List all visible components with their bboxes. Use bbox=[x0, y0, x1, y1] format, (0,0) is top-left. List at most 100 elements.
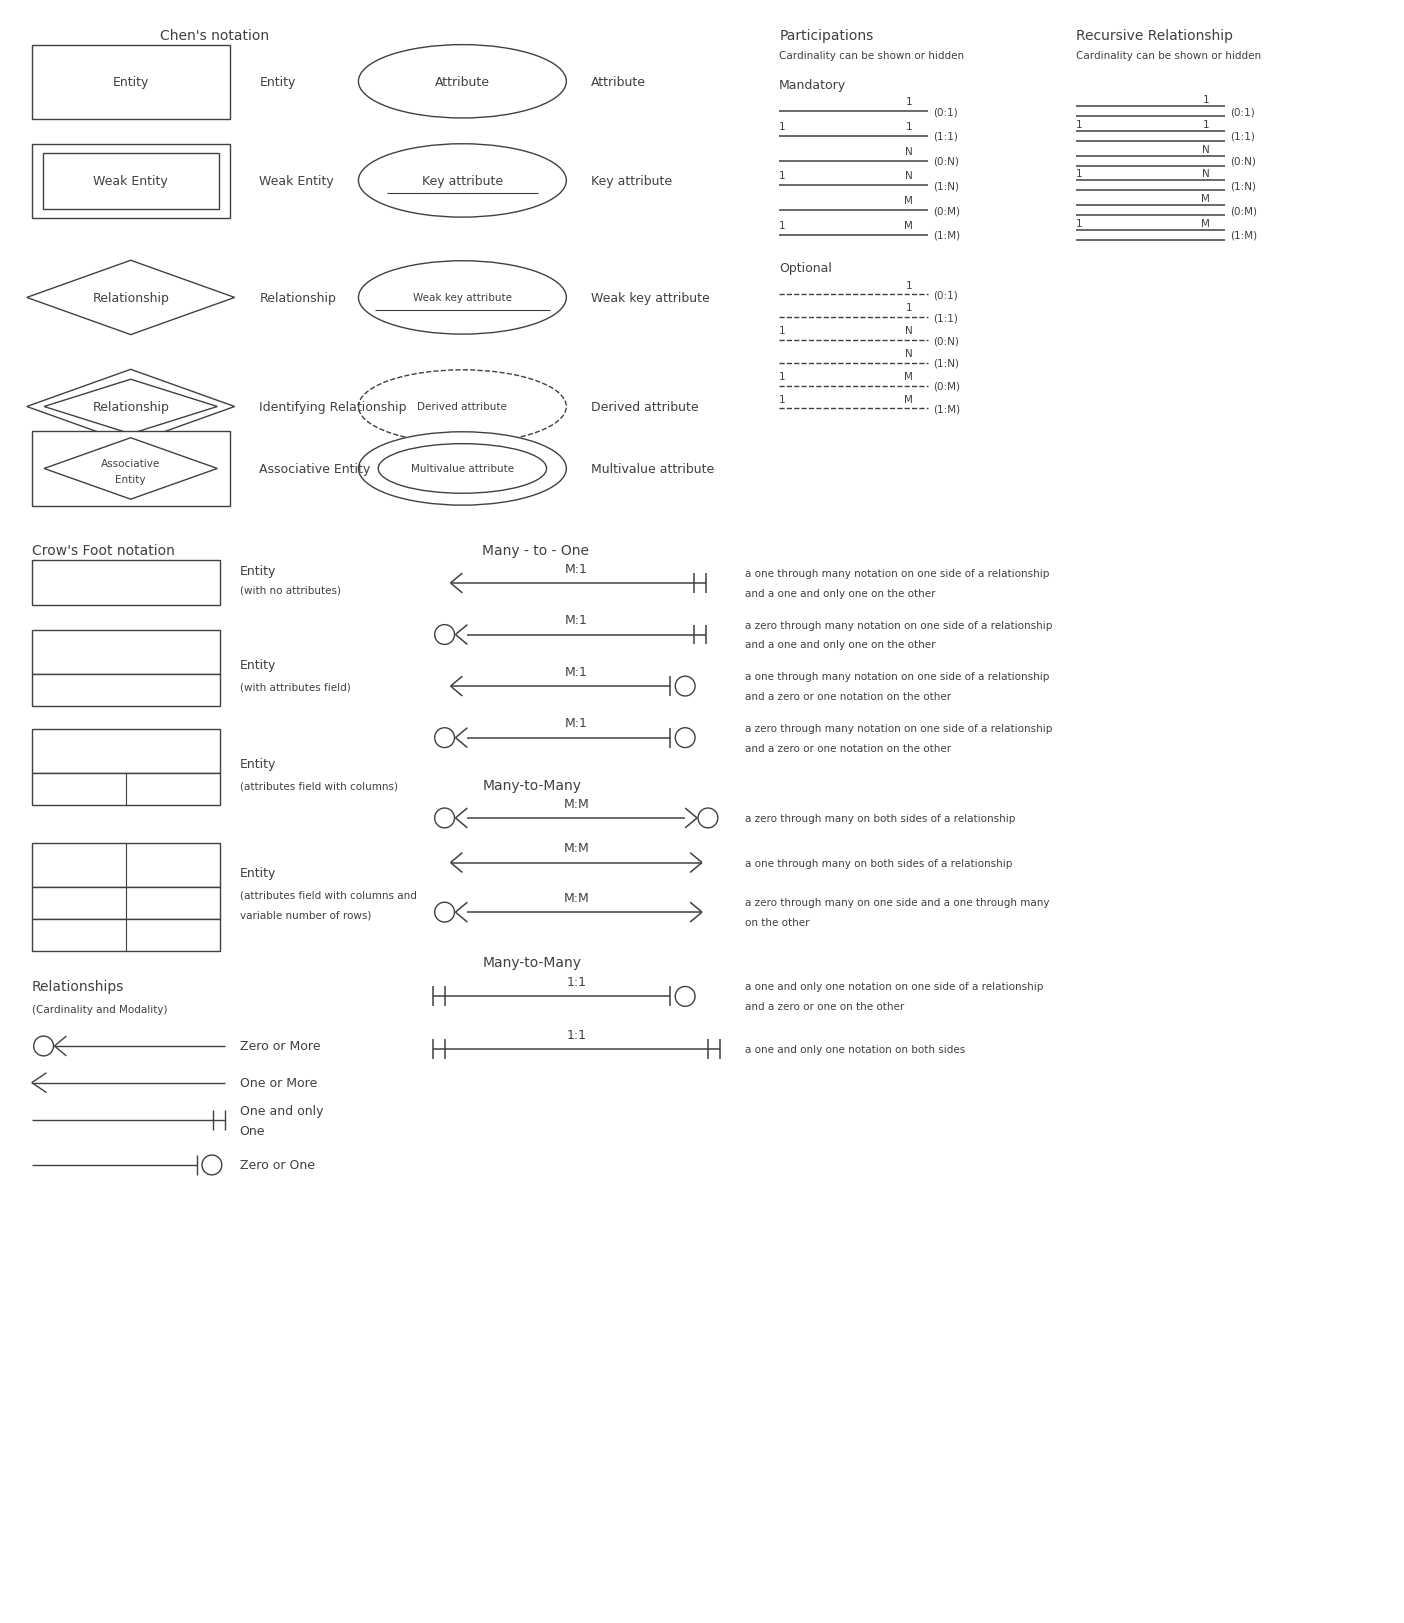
Text: (1:M): (1:M) bbox=[1230, 230, 1257, 240]
Bar bbox=[32, 144, 230, 219]
Text: (1:1): (1:1) bbox=[932, 131, 958, 141]
Ellipse shape bbox=[358, 45, 566, 118]
Text: and a one and only one on the other: and a one and only one on the other bbox=[744, 589, 935, 599]
Text: Associative Entity: Associative Entity bbox=[260, 463, 371, 476]
Text: a zero through many on both sides of a relationship: a zero through many on both sides of a r… bbox=[744, 813, 1015, 823]
Text: 1: 1 bbox=[906, 97, 913, 107]
Text: Chen's notation: Chen's notation bbox=[160, 29, 270, 42]
Bar bbox=[32, 432, 230, 506]
Text: Cardinality can be shown or hidden: Cardinality can be shown or hidden bbox=[779, 50, 965, 60]
Text: Entity: Entity bbox=[260, 76, 296, 89]
Text: Entity: Entity bbox=[240, 758, 277, 771]
Text: a one through many on both sides of a relationship: a one through many on both sides of a re… bbox=[744, 859, 1012, 868]
Text: M: M bbox=[904, 221, 913, 230]
Text: 1: 1 bbox=[779, 221, 786, 230]
Text: a one and only one notation on both sides: a one and only one notation on both side… bbox=[744, 1044, 965, 1055]
Text: 1: 1 bbox=[906, 281, 913, 291]
Text: Entity: Entity bbox=[240, 565, 277, 578]
Text: M:M: M:M bbox=[563, 891, 590, 904]
Text: Entity: Entity bbox=[115, 474, 146, 485]
Text: (attributes field with columns): (attributes field with columns) bbox=[240, 781, 397, 790]
Text: (0:M): (0:M) bbox=[1230, 206, 1257, 216]
Text: a one and only one notation on one side of a relationship: a one and only one notation on one side … bbox=[744, 982, 1043, 992]
Text: Attribute: Attribute bbox=[435, 76, 490, 89]
Text: N: N bbox=[906, 146, 913, 156]
Text: Entity: Entity bbox=[240, 867, 277, 880]
Text: M:M: M:M bbox=[563, 842, 590, 855]
Text: variable number of rows): variable number of rows) bbox=[240, 909, 371, 920]
Text: (0:1): (0:1) bbox=[1230, 107, 1255, 117]
Text: Attribute: Attribute bbox=[591, 76, 646, 89]
Text: M:1: M:1 bbox=[564, 562, 588, 575]
Text: M:1: M:1 bbox=[564, 665, 588, 678]
Text: Mandatory: Mandatory bbox=[779, 80, 847, 93]
Text: Derived attribute: Derived attribute bbox=[417, 403, 507, 412]
Text: (1:N): (1:N) bbox=[932, 182, 959, 192]
Text: Many-to-Many: Many-to-Many bbox=[482, 779, 581, 792]
Text: (attributes field with columns and: (attributes field with columns and bbox=[240, 889, 417, 899]
Bar bbox=[32, 844, 220, 888]
Bar bbox=[32, 675, 220, 706]
Text: Many - to - One: Many - to - One bbox=[482, 544, 590, 558]
Text: Multivalue attribute: Multivalue attribute bbox=[591, 463, 715, 476]
Text: Entity: Entity bbox=[240, 659, 277, 672]
Text: M:1: M:1 bbox=[564, 717, 588, 730]
Text: (1:N): (1:N) bbox=[932, 359, 959, 368]
Text: and a one and only one on the other: and a one and only one on the other bbox=[744, 639, 935, 651]
Text: M:1: M:1 bbox=[564, 613, 588, 626]
Text: 1: 1 bbox=[779, 372, 786, 381]
Text: Zero or One: Zero or One bbox=[240, 1159, 314, 1172]
Text: a zero through many on one side and a one through many: a zero through many on one side and a on… bbox=[744, 898, 1049, 907]
Ellipse shape bbox=[378, 445, 546, 493]
Text: 1: 1 bbox=[1203, 96, 1210, 105]
Text: (0:N): (0:N) bbox=[1230, 156, 1255, 167]
Bar bbox=[32, 920, 220, 951]
Text: Key attribute: Key attribute bbox=[421, 175, 503, 188]
Bar bbox=[42, 154, 219, 209]
Text: Zero or More: Zero or More bbox=[240, 1040, 320, 1053]
Ellipse shape bbox=[358, 144, 566, 217]
Text: Recursive Relationship: Recursive Relationship bbox=[1077, 29, 1233, 42]
Text: M: M bbox=[904, 372, 913, 381]
Text: Weak key attribute: Weak key attribute bbox=[413, 294, 512, 304]
Text: and a zero or one notation on the other: and a zero or one notation on the other bbox=[744, 691, 951, 701]
Text: N: N bbox=[906, 349, 913, 359]
Text: One or More: One or More bbox=[240, 1076, 317, 1089]
Text: (0:N): (0:N) bbox=[932, 156, 959, 167]
Text: One: One bbox=[240, 1125, 265, 1138]
Polygon shape bbox=[44, 438, 218, 500]
Bar bbox=[32, 630, 220, 675]
Text: M:M: M:M bbox=[563, 797, 590, 810]
Text: and a zero or one on the other: and a zero or one on the other bbox=[744, 1001, 904, 1011]
Text: One and only: One and only bbox=[240, 1104, 323, 1117]
Ellipse shape bbox=[358, 261, 566, 334]
Text: Relationships: Relationships bbox=[32, 980, 124, 993]
Text: 1: 1 bbox=[779, 394, 786, 404]
Text: M: M bbox=[1200, 219, 1210, 229]
Text: M: M bbox=[904, 394, 913, 404]
Text: (0:1): (0:1) bbox=[932, 107, 958, 117]
Text: Weak Entity: Weak Entity bbox=[260, 175, 334, 188]
Text: 1: 1 bbox=[906, 304, 913, 313]
Ellipse shape bbox=[358, 370, 566, 445]
Text: Key attribute: Key attribute bbox=[591, 175, 673, 188]
Text: Derived attribute: Derived attribute bbox=[591, 401, 699, 414]
Text: N: N bbox=[906, 326, 913, 336]
Text: Relationship: Relationship bbox=[260, 292, 337, 305]
Text: (1:1): (1:1) bbox=[1230, 131, 1255, 141]
Bar bbox=[32, 774, 220, 805]
Text: (0:M): (0:M) bbox=[932, 206, 960, 216]
Text: Weak key attribute: Weak key attribute bbox=[591, 292, 710, 305]
Text: N: N bbox=[1202, 144, 1210, 154]
Text: (0:N): (0:N) bbox=[932, 336, 959, 346]
Text: M: M bbox=[904, 196, 913, 206]
Text: (with attributes field): (with attributes field) bbox=[240, 682, 351, 691]
Text: a zero through many notation on one side of a relationship: a zero through many notation on one side… bbox=[744, 620, 1052, 630]
Text: 1: 1 bbox=[906, 122, 913, 131]
Text: Entity: Entity bbox=[112, 76, 149, 89]
Text: M: M bbox=[1200, 195, 1210, 204]
Text: (1:M): (1:M) bbox=[932, 404, 960, 414]
Text: a one through many notation on one side of a relationship: a one through many notation on one side … bbox=[744, 672, 1049, 682]
Bar bbox=[32, 729, 220, 774]
Polygon shape bbox=[44, 380, 218, 435]
